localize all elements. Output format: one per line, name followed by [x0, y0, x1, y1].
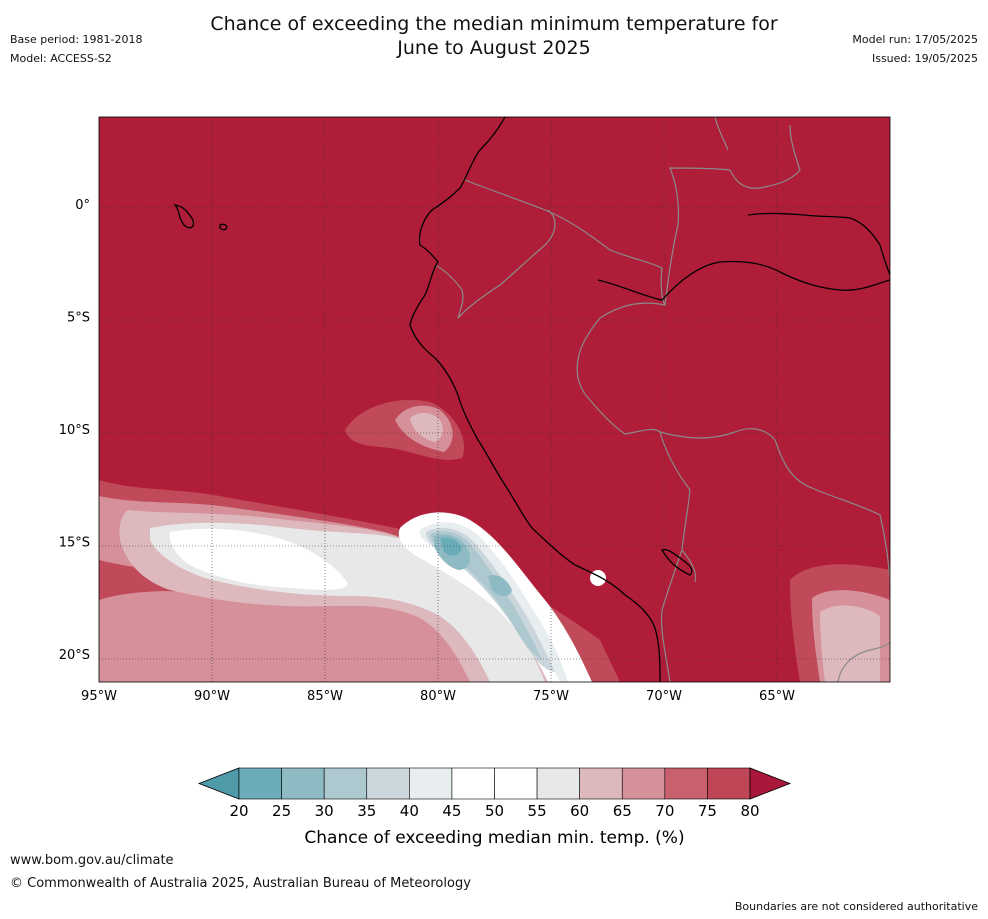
colorbar-tick-label: 75	[698, 802, 717, 820]
colorbar-tick-label: 50	[485, 802, 504, 820]
colorbar-bin	[409, 767, 453, 800]
colorbar-tick-label: 80	[740, 802, 759, 820]
lat-tick-label: 15°S	[59, 535, 90, 550]
ocean-anomaly-contours	[99, 399, 890, 682]
lon-tick-label: 75°W	[533, 689, 569, 704]
map-frame	[98, 116, 891, 683]
lake-titicaca	[661, 548, 693, 576]
lon-tick-label: 70°W	[646, 689, 682, 704]
colorbar-bin	[707, 767, 751, 800]
colorbar-tick-label: 35	[357, 802, 376, 820]
colorbar-tick-label: 60	[570, 802, 589, 820]
border-colombia-venezuela	[664, 124, 801, 306]
colorbar-tick-label: 20	[229, 802, 248, 820]
colorbar-bin	[494, 767, 538, 800]
issued-text: Issued: 19/05/2025	[871, 52, 978, 65]
lon-tick-label: 65°W	[759, 689, 795, 704]
url-text[interactable]: www.bom.gov.au/climate	[10, 853, 174, 868]
colorbar-bin	[366, 767, 410, 800]
disclaimer-text: Boundaries are not considered authoritat…	[734, 900, 978, 913]
border-north	[714, 117, 729, 151]
contour-band-65-north	[410, 412, 443, 442]
coastline-amazon-river	[597, 260, 890, 301]
lon-tick-label: 80°W	[420, 689, 456, 704]
colorbar-tick-label: 25	[272, 802, 291, 820]
galapagos-islands	[173, 204, 195, 229]
colorbar-bin	[281, 767, 325, 800]
contour-band-65-southeast	[820, 605, 880, 682]
colorbar-bin	[451, 767, 495, 800]
border-southeast	[837, 641, 890, 682]
colorbar: 20 25 30 35 40 45 50 55 60 65 70 75 80 Chance of exce…	[197, 767, 792, 848]
lat-tick-label: 5°S	[67, 310, 90, 325]
map-title-line-1: Chance of exceeding the median minimum t…	[210, 13, 778, 35]
map-title-line-2: June to August 2025	[397, 37, 591, 59]
colorbar-title: Chance of exceeding median min. temp. (%…	[304, 828, 684, 848]
model-run-text: Model run: 17/05/2025	[852, 33, 978, 46]
colorbar-bin	[621, 767, 666, 800]
map-plot-area	[99, 117, 890, 682]
colorbar-tick-label: 40	[400, 802, 419, 820]
copyright-text: © Commonwealth of Australia 2025, Austra…	[10, 876, 471, 891]
base-period-text: Base period: 1981-2018	[10, 33, 143, 46]
galapagos-island-small	[219, 223, 228, 231]
coastline-pacific-south-america	[409, 117, 661, 682]
map-title: Chance of exceeding the median minimum t…	[0, 12, 988, 60]
gridlines	[99, 117, 890, 682]
lat-tick-label: 0°	[75, 198, 90, 213]
colorbar-under-arrow	[197, 767, 240, 800]
colorbar-bin	[536, 767, 580, 800]
colorbar-bin	[238, 767, 282, 800]
lon-tick-label: 90°W	[194, 689, 230, 704]
colorbar-bin	[579, 767, 623, 800]
lat-tick-label: 20°S	[59, 648, 90, 663]
border-bolivia-chile	[681, 549, 697, 583]
colorbar-tick-label: 55	[528, 802, 547, 820]
lon-tick-label: 85°W	[307, 689, 343, 704]
contour-band-25-south	[488, 574, 512, 596]
colorbar-bin	[323, 767, 368, 800]
coastlines	[173, 117, 890, 682]
country-boundaries	[434, 117, 890, 682]
contour-band-20	[440, 537, 462, 556]
border-ecuador	[434, 209, 556, 319]
model-text: Model: ACCESS-S2	[10, 52, 112, 65]
contour-spot-white	[590, 570, 606, 586]
lat-tick-label: 10°S	[59, 423, 90, 438]
lon-tick-label: 95°W	[81, 689, 117, 704]
colorbar-tick-label: 30	[315, 802, 334, 820]
colorbar-bin	[664, 767, 708, 800]
latitude-tick-labels: 0° 5°S 10°S 15°S 20°S	[59, 198, 90, 663]
colorbar-tick-label: 70	[655, 802, 674, 820]
colorbar-tick-label: 65	[613, 802, 632, 820]
contour-band-50-west	[169, 528, 348, 590]
border-colombia-peru	[464, 179, 667, 435]
coastline-amazon-north	[747, 212, 890, 276]
colorbar-tick-label: 45	[442, 802, 461, 820]
colorbar-over-arrow	[749, 767, 792, 800]
border-bolivia-brazil	[659, 428, 890, 579]
longitude-tick-labels: 95°W 90°W 85°W 80°W 75°W 70°W 65°W	[81, 689, 795, 704]
